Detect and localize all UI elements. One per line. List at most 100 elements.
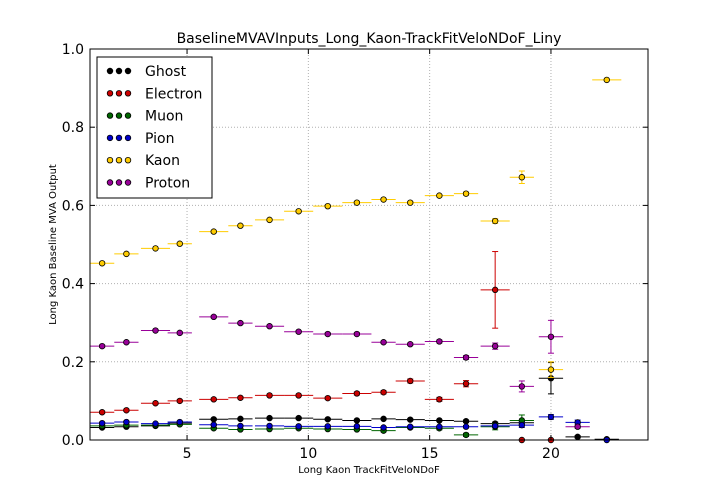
legend-marker <box>124 67 132 75</box>
axis-ticks: 5 10 15 20 0.0 0.2 0.4 0.6 0.8 1.0 <box>62 42 648 462</box>
data-point <box>462 418 470 425</box>
x-tick-label: 10 <box>299 446 317 462</box>
x-axis-label: Long Kaon TrackFitVeloNDoF <box>298 465 440 476</box>
data-point <box>353 423 361 430</box>
data-point <box>353 417 361 424</box>
y-tick-label: 0.4 <box>62 277 84 293</box>
legend-item-ghost: Ghost <box>106 64 187 80</box>
data-point <box>210 313 217 321</box>
legend-marker <box>115 156 123 164</box>
data-point <box>436 417 443 424</box>
data-point <box>462 423 470 430</box>
data-point <box>152 420 159 427</box>
data-point <box>353 330 361 338</box>
legend-marker <box>106 90 114 97</box>
chart-title: BaselineMVAVInputs_Long_Kaon-TrackFitVel… <box>177 31 562 47</box>
data-point <box>547 413 555 421</box>
data-point <box>407 199 414 206</box>
data-point <box>152 327 159 334</box>
legend-marker <box>124 179 132 186</box>
y-tick-label: 0.2 <box>62 355 84 371</box>
legend-marker <box>106 179 114 186</box>
data-point <box>547 333 555 340</box>
legend-marker <box>106 67 114 75</box>
data-point <box>176 329 183 337</box>
data-point <box>237 394 244 401</box>
legend-marker <box>106 134 114 142</box>
data-point <box>518 174 526 181</box>
data-point <box>152 400 159 407</box>
data-point <box>547 366 555 373</box>
data-point <box>574 423 581 430</box>
legend: Ghost Electron Muon Pion Kaon Proton <box>96 56 213 199</box>
legend-label: Ghost <box>145 64 187 80</box>
x-tick-label: 15 <box>421 446 439 462</box>
data-point <box>210 416 217 423</box>
data-point <box>237 319 244 327</box>
data-point <box>436 192 443 199</box>
legend-label: Proton <box>145 176 190 192</box>
data-point <box>266 422 273 430</box>
data-point <box>491 286 499 294</box>
data-point <box>380 196 387 203</box>
legend-marker <box>115 90 123 97</box>
data-point <box>152 245 159 252</box>
data-point <box>210 228 217 235</box>
data-point <box>98 419 106 427</box>
data-point <box>266 323 273 330</box>
legend-marker <box>115 134 123 142</box>
data-point <box>295 414 302 422</box>
data-point <box>266 216 273 224</box>
data-point <box>324 416 331 423</box>
data-point <box>210 421 217 428</box>
data-point <box>436 423 443 430</box>
data-point <box>176 397 183 405</box>
y-tick-label: 0.6 <box>62 198 84 214</box>
data-point <box>491 217 499 225</box>
legend-label: Kaon <box>145 153 180 169</box>
x-tick-label: 5 <box>183 446 192 462</box>
data-point <box>462 380 470 387</box>
data-point <box>380 415 387 423</box>
data-point <box>407 377 414 385</box>
legend-marker <box>115 67 123 75</box>
data-point <box>324 330 331 338</box>
grid <box>90 49 648 440</box>
y-tick-label: 0.0 <box>62 433 84 449</box>
data-point <box>462 354 470 361</box>
legend-item-pion: Pion <box>106 131 174 147</box>
series-kaon <box>90 76 622 378</box>
data-point <box>407 423 414 430</box>
x-tick-label: 20 <box>542 446 560 462</box>
data-point <box>295 423 302 430</box>
data-point <box>380 389 387 396</box>
data-point <box>353 390 361 397</box>
data-point <box>266 414 273 422</box>
data-point <box>237 415 244 423</box>
legend-marker <box>115 179 123 186</box>
data-point <box>407 416 414 423</box>
data-point <box>518 421 526 429</box>
legend-box <box>96 56 213 199</box>
legend-label: Muon <box>145 109 183 125</box>
data-point <box>210 396 217 403</box>
data-point <box>407 341 414 348</box>
legend-marker <box>124 134 132 142</box>
data-point <box>176 418 183 426</box>
data-point <box>324 423 331 430</box>
data-point <box>324 202 331 210</box>
data-point <box>123 250 130 258</box>
data-point <box>462 190 470 197</box>
legend-marker <box>106 156 114 164</box>
y-tick-label: 0.8 <box>62 120 84 136</box>
data-point <box>491 422 499 430</box>
data-point <box>436 338 443 345</box>
data-point <box>237 222 244 229</box>
data-point <box>324 394 331 402</box>
legend-marker <box>124 156 132 164</box>
data-point <box>603 76 610 84</box>
data-point <box>98 342 106 350</box>
legend-item-proton: Proton <box>106 176 190 192</box>
data-point <box>123 339 130 346</box>
